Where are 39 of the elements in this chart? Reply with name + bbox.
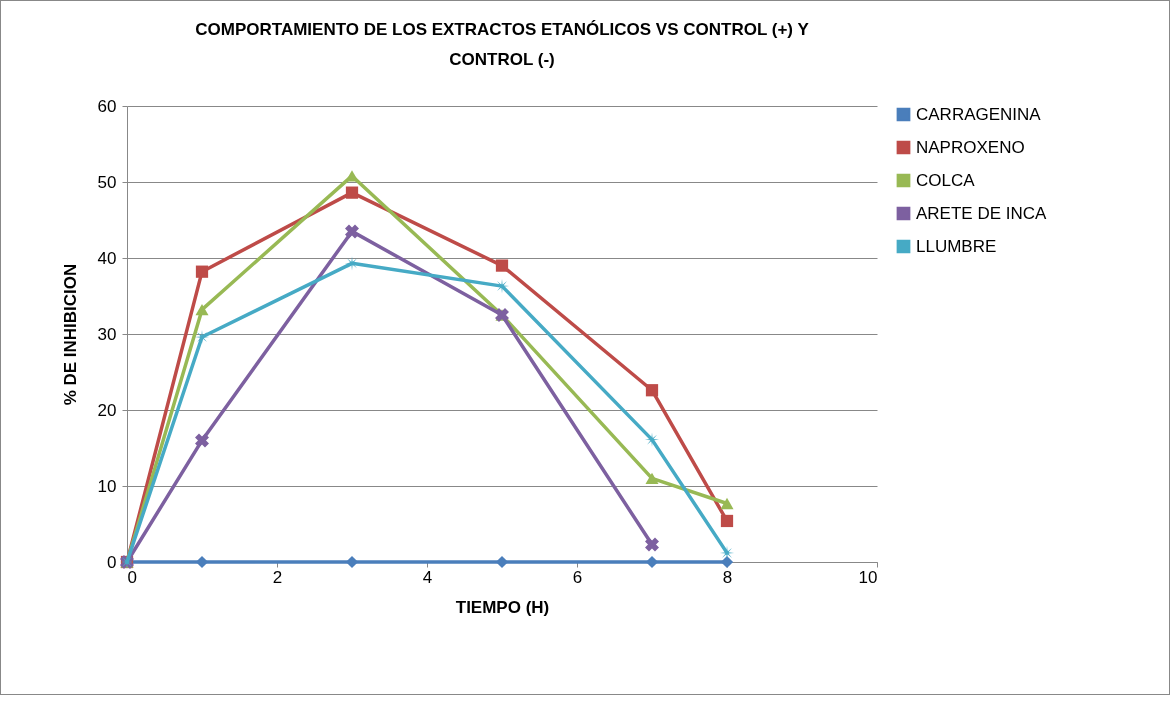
x-tick-label: 8 bbox=[722, 567, 733, 587]
point bbox=[195, 304, 209, 316]
x-tick-label: 2 bbox=[272, 567, 283, 587]
x-tick-label: 0 bbox=[127, 567, 137, 587]
point bbox=[345, 170, 359, 182]
x-axis-title: TIEMPO (H) bbox=[455, 597, 550, 617]
y-tick-label: 10 bbox=[97, 476, 117, 496]
point bbox=[645, 472, 659, 485]
y-tick-label: 40 bbox=[97, 248, 117, 268]
y-tick-label: 20 bbox=[97, 400, 117, 420]
legend-label: COLCA bbox=[916, 170, 976, 190]
point bbox=[645, 384, 659, 397]
legend-label: ARETE DE INCA bbox=[916, 203, 1048, 223]
point bbox=[720, 497, 734, 510]
x-tick-label: 10 bbox=[858, 567, 878, 587]
point bbox=[345, 555, 359, 569]
y-tick-label: 50 bbox=[97, 172, 117, 192]
legend-label: CARRAGENINA bbox=[916, 104, 1042, 124]
point bbox=[194, 329, 210, 345]
point bbox=[345, 186, 359, 199]
legend-label: LLUMBRE bbox=[916, 236, 997, 256]
legend-label: NAPROXENO bbox=[916, 137, 1025, 157]
point bbox=[195, 555, 209, 569]
point bbox=[195, 265, 209, 278]
y-tick-label: 60 bbox=[97, 96, 117, 116]
y-axis-title: % DE INHIBICION bbox=[60, 263, 80, 406]
point bbox=[645, 555, 659, 569]
y-tick-label: 30 bbox=[97, 324, 117, 344]
point bbox=[720, 555, 734, 569]
x-tick-label: 6 bbox=[572, 567, 583, 587]
point bbox=[645, 537, 659, 552]
point bbox=[195, 433, 209, 448]
point bbox=[720, 514, 734, 528]
y-tick-label: 0 bbox=[107, 552, 117, 572]
point bbox=[495, 259, 509, 272]
point bbox=[345, 224, 359, 239]
x-tick-label: 4 bbox=[422, 567, 433, 587]
point bbox=[495, 555, 509, 569]
chart-title: COMPORTAMIENTO DE LOS EXTRACTOS ETANÓLICOS VS CONTROL (+) Y CONTROL (-) bbox=[195, 20, 810, 69]
